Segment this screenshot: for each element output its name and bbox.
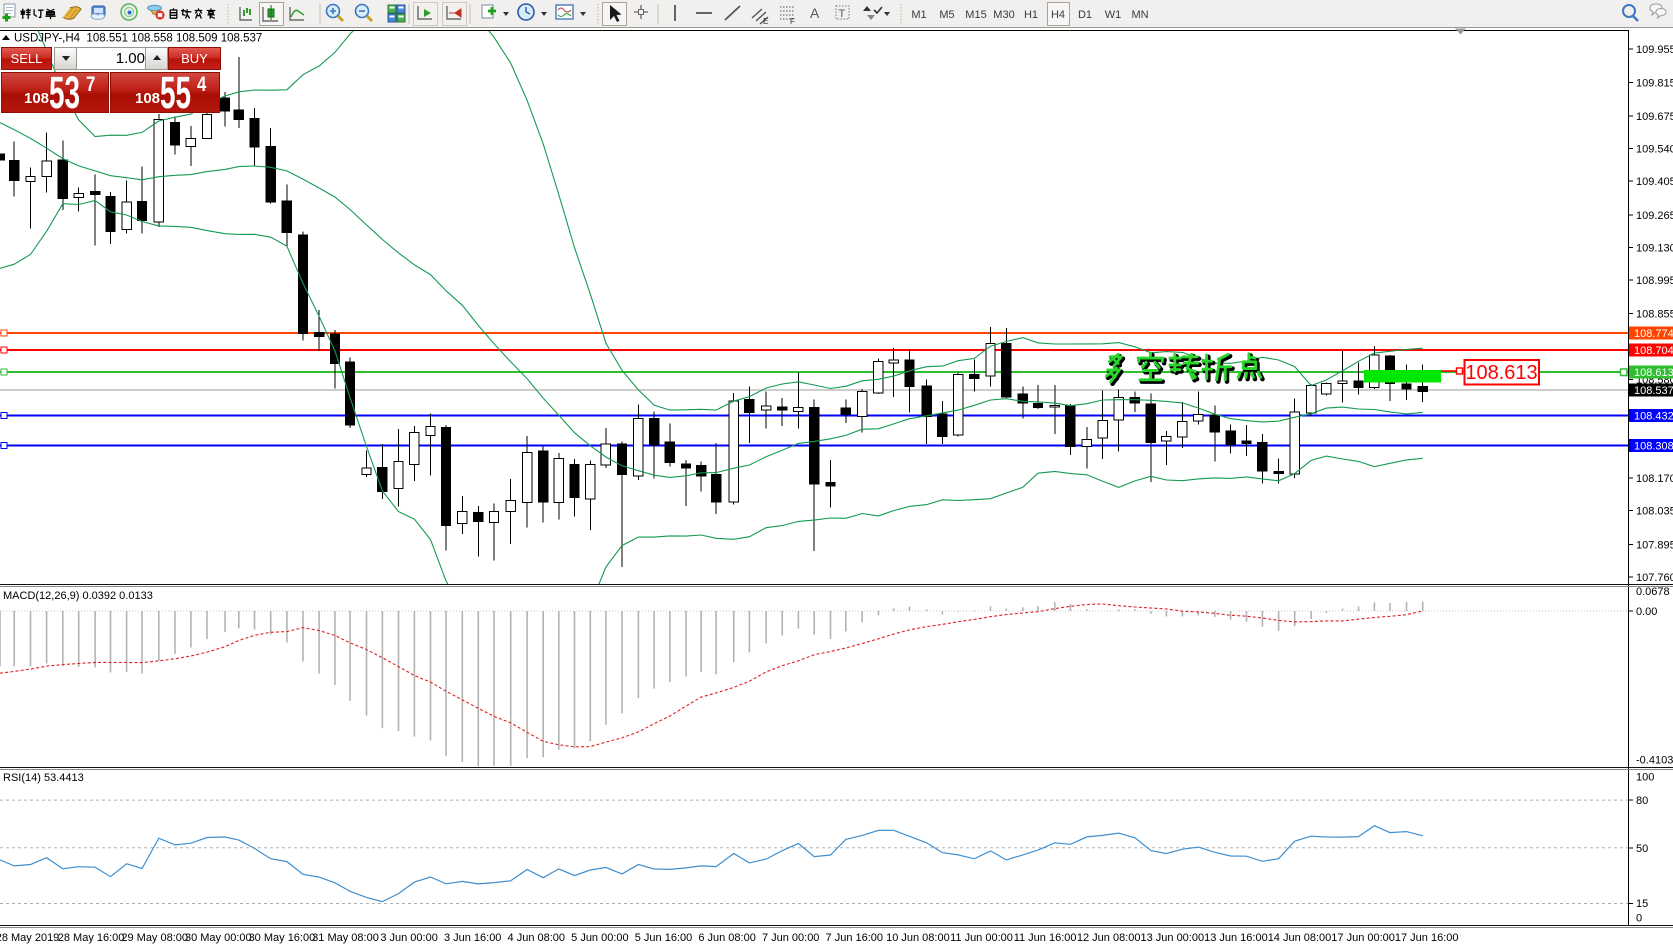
svg-text:107.760: 107.760 <box>1636 572 1673 584</box>
svg-text:108.704: 108.704 <box>1634 345 1673 357</box>
svg-text:H4: H4 <box>1051 9 1065 21</box>
svg-text:17 Jun 00:00: 17 Jun 00:00 <box>1331 932 1395 944</box>
svg-text:0.00: 0.00 <box>1636 606 1657 618</box>
svg-text:100: 100 <box>1636 772 1654 784</box>
svg-text:11 Jun 16:00: 11 Jun 16:00 <box>1014 932 1077 944</box>
svg-text:13 Jun 16:00: 13 Jun 16:00 <box>1204 932 1268 944</box>
svg-text:13 Jun 00:00: 13 Jun 00:00 <box>1140 932 1204 944</box>
svg-text:31 May 08:00: 31 May 08:00 <box>312 932 379 944</box>
svg-text:109.815: 109.815 <box>1636 78 1673 90</box>
svg-text:4 Jun 08:00: 4 Jun 08:00 <box>508 932 566 944</box>
svg-text:28 May 2019: 28 May 2019 <box>0 932 59 944</box>
svg-text:USDJPY-,H4 108.551 108.558 10: USDJPY-,H4 108.551 108.558 108.509 108.5… <box>14 33 262 45</box>
svg-text:108.170: 108.170 <box>1636 473 1673 485</box>
svg-text:0: 0 <box>1636 913 1642 925</box>
svg-text:109.675: 109.675 <box>1636 111 1673 123</box>
svg-text:107.895: 107.895 <box>1636 539 1673 551</box>
svg-text:M5: M5 <box>939 9 954 21</box>
svg-text:7 Jun 00:00: 7 Jun 00:00 <box>762 932 820 944</box>
svg-text:109.405: 109.405 <box>1636 176 1673 188</box>
svg-text:F: F <box>790 17 795 26</box>
svg-text:109.540: 109.540 <box>1636 144 1673 156</box>
svg-text:7 Jun 16:00: 7 Jun 16:00 <box>826 932 884 944</box>
svg-text:80: 80 <box>1636 795 1648 807</box>
svg-text:108.035: 108.035 <box>1636 506 1673 518</box>
svg-text:M30: M30 <box>993 9 1014 21</box>
svg-text:11 Jun 00:00: 11 Jun 00:00 <box>950 932 1013 944</box>
svg-text:A: A <box>810 5 820 21</box>
svg-text:D1: D1 <box>1078 9 1092 21</box>
svg-text:MACD(12,26,9) 0.0392 0.0133: MACD(12,26,9) 0.0392 0.0133 <box>3 590 153 602</box>
svg-text:T: T <box>839 8 846 20</box>
svg-text:14 Jun 08:00: 14 Jun 08:00 <box>1268 932 1332 944</box>
svg-text:108.432: 108.432 <box>1634 411 1673 423</box>
svg-text:RSI(14) 53.4413: RSI(14) 53.4413 <box>3 772 84 784</box>
svg-text:30 May 16:00: 30 May 16:00 <box>249 932 316 944</box>
svg-text:W1: W1 <box>1105 9 1122 21</box>
svg-text:109.265: 109.265 <box>1636 210 1673 222</box>
svg-text:6 Jun 08:00: 6 Jun 08:00 <box>698 932 756 944</box>
svg-text:5 Jun 00:00: 5 Jun 00:00 <box>571 932 629 944</box>
svg-text:H1: H1 <box>1024 9 1038 21</box>
svg-text:108.308: 108.308 <box>1634 441 1673 453</box>
svg-text:10 Jun 08:00: 10 Jun 08:00 <box>886 932 950 944</box>
svg-text:108.995: 108.995 <box>1636 275 1673 287</box>
svg-text:17 Jun 16:00: 17 Jun 16:00 <box>1395 932 1459 944</box>
svg-text:50: 50 <box>1636 843 1648 855</box>
svg-text:MN: MN <box>1131 9 1148 21</box>
svg-text:3 Jun 16:00: 3 Jun 16:00 <box>444 932 502 944</box>
svg-text:30 May 00:00: 30 May 00:00 <box>185 932 252 944</box>
svg-text:108.537: 108.537 <box>1634 385 1673 397</box>
svg-text:108.613: 108.613 <box>1634 367 1673 379</box>
svg-text:109.130: 109.130 <box>1636 242 1673 254</box>
svg-text:M1: M1 <box>911 9 926 21</box>
svg-text:-0.4103: -0.4103 <box>1636 755 1673 767</box>
svg-text:108.613: 108.613 <box>1465 362 1537 384</box>
svg-text:28 May 16:00: 28 May 16:00 <box>58 932 125 944</box>
svg-text:15: 15 <box>1636 898 1648 910</box>
svg-text:108.855: 108.855 <box>1636 308 1673 320</box>
svg-text:108.774: 108.774 <box>1634 328 1673 340</box>
svg-text:3 Jun 00:00: 3 Jun 00:00 <box>380 932 438 944</box>
svg-text:E: E <box>763 17 768 26</box>
svg-text:109.955: 109.955 <box>1636 44 1673 56</box>
svg-text:5 Jun 16:00: 5 Jun 16:00 <box>635 932 693 944</box>
svg-text:M15: M15 <box>965 9 986 21</box>
svg-text:0.0678: 0.0678 <box>1636 586 1670 598</box>
svg-text:29 May 08:00: 29 May 08:00 <box>121 932 188 944</box>
svg-text:12 Jun 08:00: 12 Jun 08:00 <box>1077 932 1141 944</box>
